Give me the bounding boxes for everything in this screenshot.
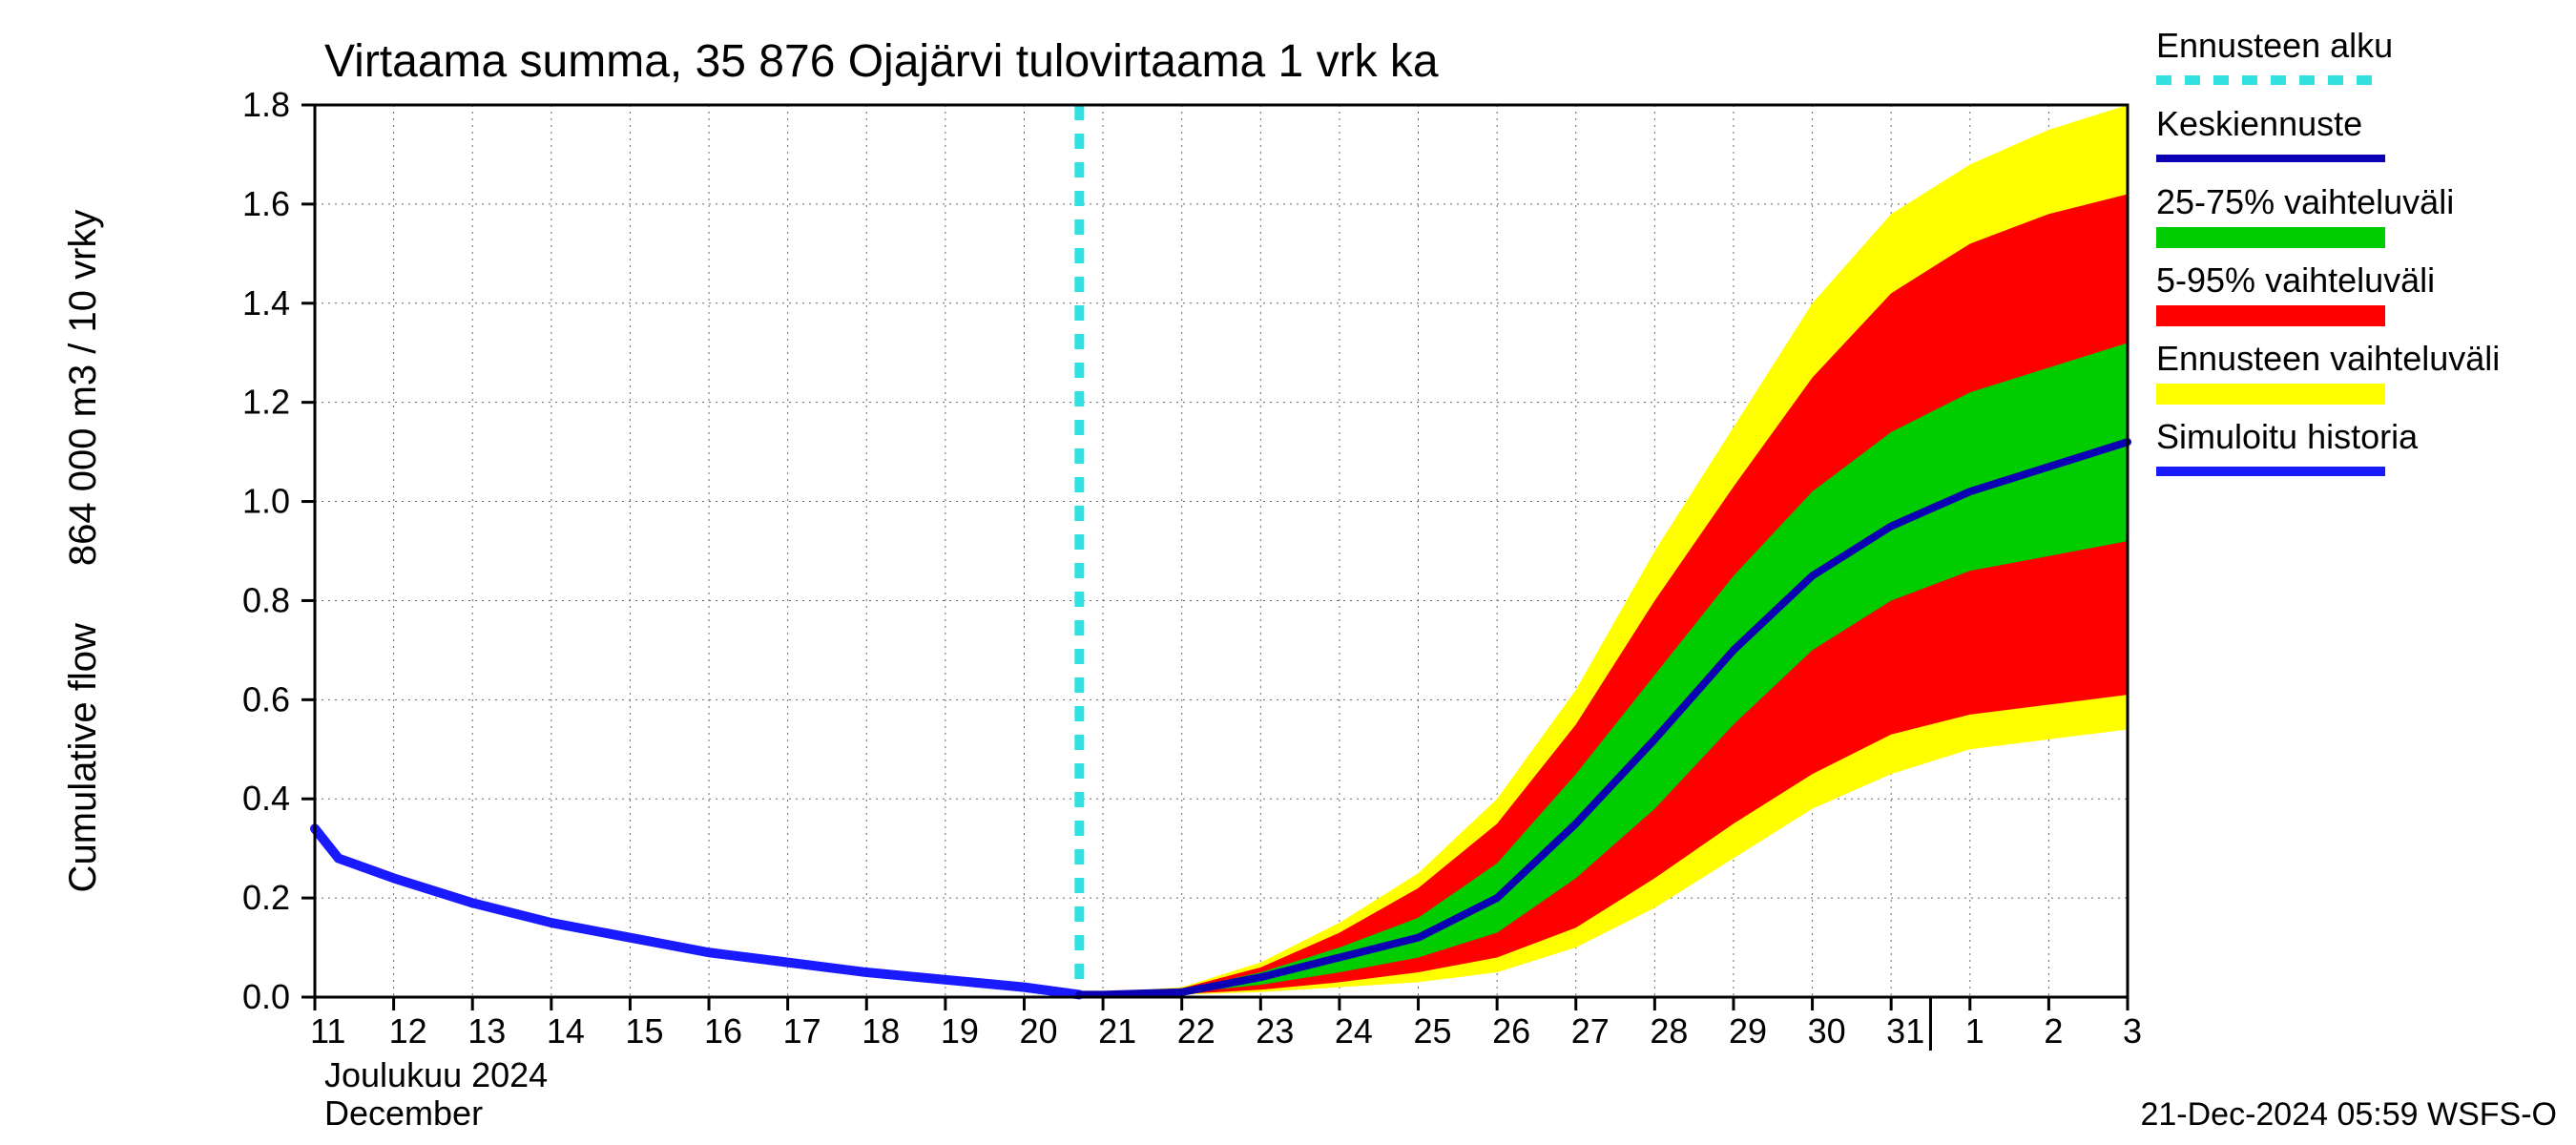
forecast-chart: 0.00.20.40.60.81.01.21.41.61.81112131415… — [0, 0, 2576, 1145]
xtick-label: 21 — [1098, 1011, 1136, 1051]
xtick-label: 28 — [1650, 1011, 1688, 1051]
xtick-label: 24 — [1335, 1011, 1373, 1051]
xtick-label: 31 — [1886, 1011, 1924, 1051]
xtick-label: 13 — [467, 1011, 506, 1051]
xtick-label: 26 — [1492, 1011, 1530, 1051]
legend-label: 5-95% vaihteluväli — [2156, 260, 2435, 300]
xtick-label: 14 — [547, 1011, 585, 1051]
legend-label: Keskiennuste — [2156, 104, 2362, 143]
y-axis-label: Cumulative flow864 000 m3 / 10 vrky — [62, 210, 104, 893]
chart-container: 0.00.20.40.60.81.01.21.41.61.81112131415… — [0, 0, 2576, 1145]
xtick-label: 30 — [1808, 1011, 1846, 1051]
xtick-label: 27 — [1571, 1011, 1610, 1051]
xtick-label: 11 — [310, 1011, 345, 1051]
legend-swatch — [2156, 305, 2385, 326]
footer-timestamp: 21-Dec-2024 05:59 WSFS-O — [2140, 1096, 2557, 1133]
xtick-label: 12 — [389, 1011, 427, 1051]
legend-label: Ennusteen vaihteluväli — [2156, 339, 2500, 378]
xtick-label: 20 — [1019, 1011, 1057, 1051]
ytick-label: 1.0 — [242, 482, 290, 521]
ytick-label: 1.2 — [242, 383, 290, 422]
ytick-label: 1.6 — [242, 184, 290, 223]
xtick-label: 15 — [625, 1011, 663, 1051]
xtick-label: 23 — [1256, 1011, 1294, 1051]
legend-label: 25-75% vaihteluväli — [2156, 182, 2454, 221]
xtick-label: 1 — [1965, 1011, 1984, 1051]
ytick-label: 0.6 — [242, 679, 290, 718]
xtick-label: 2 — [2044, 1011, 2063, 1051]
xtick-label: 29 — [1729, 1011, 1767, 1051]
xtick-label: 19 — [941, 1011, 979, 1051]
ytick-label: 1.8 — [242, 85, 290, 124]
legend-label: Simuloitu historia — [2156, 417, 2419, 456]
x-axis-label-en: December — [324, 1093, 483, 1133]
xtick-label: 17 — [783, 1011, 821, 1051]
legend-swatch — [2156, 227, 2385, 248]
ytick-label: 0.0 — [242, 977, 290, 1016]
legend-label: Ennusteen alku — [2156, 26, 2393, 65]
xtick-label: 22 — [1177, 1011, 1215, 1051]
xtick-label: 25 — [1414, 1011, 1452, 1051]
x-axis-label-fi: Joulukuu 2024 — [324, 1055, 548, 1094]
legend-swatch — [2156, 384, 2385, 405]
ytick-label: 0.8 — [242, 580, 290, 619]
xtick-label: 16 — [704, 1011, 742, 1051]
chart-title: Virtaama summa, 35 876 Ojajärvi tulovirt… — [324, 36, 1439, 87]
ytick-label: 0.2 — [242, 878, 290, 917]
ytick-label: 0.4 — [242, 779, 290, 818]
xtick-label: 3 — [2123, 1011, 2142, 1051]
xtick-label: 18 — [862, 1011, 900, 1051]
ytick-label: 1.4 — [242, 283, 290, 323]
